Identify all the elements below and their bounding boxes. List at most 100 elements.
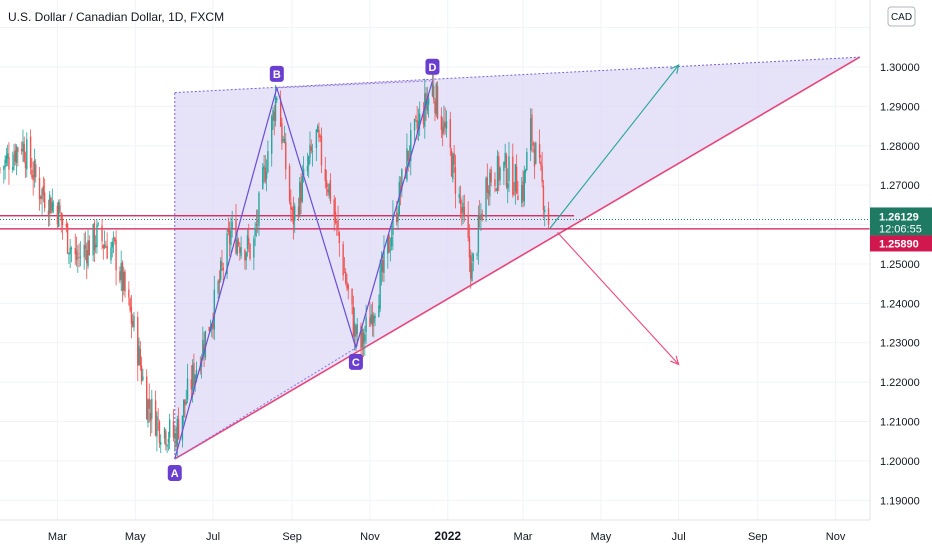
candle-body [424, 93, 426, 127]
candle-body [255, 223, 258, 226]
candle-body [29, 136, 32, 168]
candle-body [297, 206, 300, 216]
candle-body [165, 431, 167, 446]
candle-body [41, 188, 43, 200]
pattern-point-label-d[interactable] [425, 58, 440, 75]
price-tick-label: 1.27000 [880, 180, 920, 192]
candle-body [157, 418, 159, 420]
candle-body [274, 97, 277, 121]
candle-body [489, 172, 491, 197]
candle-body [522, 181, 524, 201]
candle-body [244, 250, 246, 261]
candle-body [478, 214, 481, 220]
current-price-value: 1.26129 [879, 211, 919, 223]
candle-body [253, 238, 255, 258]
candle-body [102, 245, 105, 248]
candle-body [415, 116, 417, 118]
candle-body [156, 416, 158, 437]
candle-body [182, 399, 185, 417]
price-tick-label: 1.29000 [880, 101, 920, 113]
price-tick-label: 1.19000 [880, 495, 920, 507]
time-tick-label: Sep [282, 531, 302, 543]
candle-body [138, 346, 140, 365]
candle-body [106, 245, 108, 259]
abcd-zigzag [174, 80, 434, 460]
candle-body [271, 116, 273, 154]
candle-body [69, 247, 71, 254]
candle-body [458, 194, 460, 198]
candle-body [174, 433, 176, 439]
candle-body [166, 445, 168, 447]
triangle-pattern [174, 56, 861, 460]
candle-body [477, 215, 480, 253]
candle-body [369, 317, 371, 327]
candle-body [258, 192, 260, 226]
candle-body [121, 262, 124, 292]
candle-body [177, 419, 180, 439]
candle-body [383, 250, 385, 273]
time-tick-label: Jul [206, 531, 220, 543]
candle-body [427, 97, 430, 105]
candle-body [211, 324, 213, 330]
candle-body [336, 221, 338, 223]
candle-body [33, 160, 36, 178]
marked-price-tag[interactable] [870, 235, 932, 252]
current-price-tag[interactable] [870, 207, 932, 236]
countdown-timer: 12:06:55 [879, 223, 922, 235]
currency-button[interactable]: CAD [887, 6, 916, 27]
candle-body [256, 220, 259, 222]
candle-body [51, 201, 54, 211]
candle-body [515, 166, 518, 194]
candle-body [293, 205, 296, 221]
candle-body [212, 323, 214, 328]
candle-body [146, 376, 148, 420]
candle-body [302, 168, 305, 177]
candle-body [524, 169, 527, 173]
candle-body [440, 115, 443, 130]
candle-body [186, 378, 189, 400]
candle-body [285, 141, 287, 170]
candle-body [50, 198, 52, 214]
candle-body [453, 152, 455, 165]
pattern-point-label-c[interactable] [348, 353, 363, 370]
candle-body [408, 158, 411, 159]
candle-body [222, 267, 224, 271]
candle-body [208, 326, 210, 332]
candle-body [96, 224, 98, 248]
candle-body [103, 244, 106, 248]
candle-body [31, 169, 33, 178]
candle-body [84, 245, 87, 249]
candle-body [504, 152, 506, 166]
candle-body [87, 240, 89, 267]
candle-body [401, 169, 403, 191]
candle-body [360, 326, 362, 349]
candle-body [498, 156, 500, 182]
candle-body [334, 211, 337, 223]
candle-body [318, 129, 320, 138]
price-candles [0, 72, 550, 457]
candle-body [13, 154, 15, 167]
pattern-point-label-b[interactable] [269, 65, 284, 82]
candle-body [23, 143, 25, 162]
candle-body [370, 314, 372, 324]
candle-body [538, 144, 541, 158]
candle-body [61, 218, 64, 226]
candle-body [526, 151, 528, 171]
candle-body [371, 313, 374, 327]
candle-body [327, 189, 329, 193]
candle-body [351, 288, 353, 305]
pattern-point-label-a[interactable] [167, 464, 182, 481]
candle-body [142, 376, 144, 380]
candle-body [79, 256, 82, 258]
candle-body [204, 330, 207, 358]
candle-body [24, 162, 27, 168]
time-tick-label: 2022 [434, 529, 461, 543]
candle-body [541, 165, 543, 183]
candle-body [239, 246, 241, 253]
candle-body [129, 298, 131, 311]
candle-body [111, 241, 113, 248]
candle-body [38, 177, 41, 200]
candle-body [467, 215, 469, 238]
candle-body [362, 332, 365, 344]
